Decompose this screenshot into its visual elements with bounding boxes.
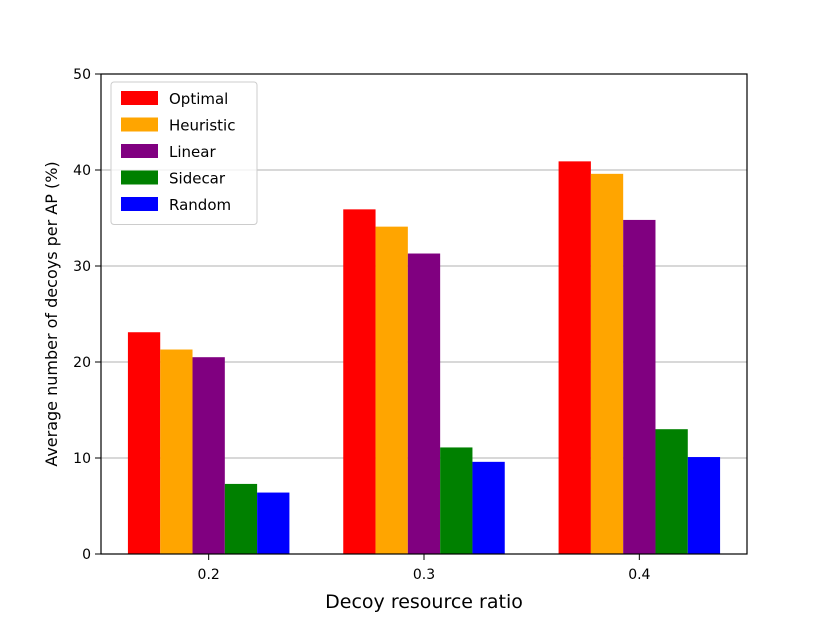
legend-label-heuristic: Heuristic	[169, 117, 235, 135]
x-axis-label: Decoy resource ratio	[325, 591, 523, 613]
legend-swatch-linear	[121, 144, 158, 158]
bar-optimal-0.4	[558, 161, 591, 555]
legend-swatch-optimal	[121, 91, 158, 105]
bar-random-0.4	[687, 457, 721, 554]
bars	[127, 161, 721, 555]
x-tick-label: 0.4	[628, 567, 650, 583]
legend-label-sidecar: Sidecar	[169, 170, 226, 188]
y-axis-label: Average number of decoys per AP (%)	[42, 161, 61, 466]
bar-random-0.3	[472, 461, 505, 554]
bar-optimal-0.2	[127, 332, 161, 554]
y-tick-label: 30	[73, 259, 91, 275]
x-axis-ticks: 0.2 0.3 0.4	[198, 554, 651, 583]
legend-swatch-heuristic	[121, 117, 158, 132]
bar-heuristic-0.2	[160, 349, 193, 554]
y-tick-label: 10	[73, 451, 91, 467]
y-tick-label: 40	[73, 163, 91, 179]
y-axis-ticks: 0 10 20 30 40 50	[73, 67, 101, 563]
y-tick-label: 0	[82, 547, 91, 563]
legend-swatch-random	[121, 197, 158, 211]
bar-random-0.2	[257, 492, 290, 554]
bar-sidecar-0.4	[655, 429, 688, 554]
bar-sidecar-0.2	[224, 483, 258, 554]
y-tick-label: 50	[73, 67, 91, 83]
x-tick-label: 0.2	[198, 567, 220, 583]
legend: Optimal Heuristic Linear Sidecar Random	[110, 81, 258, 225]
y-tick-label: 20	[73, 355, 91, 371]
bar-linear-0.4	[623, 219, 656, 555]
legend-swatch-sidecar	[121, 170, 158, 185]
bar-linear-0.2	[192, 357, 225, 554]
bar-linear-0.3	[407, 253, 441, 554]
legend-label-optimal: Optimal	[169, 90, 228, 108]
bar-optimal-0.3	[343, 209, 376, 555]
x-tick-label: 0.3	[413, 567, 435, 583]
bar-heuristic-0.4	[590, 173, 624, 554]
bar-heuristic-0.3	[375, 226, 408, 554]
bar-sidecar-0.3	[440, 447, 473, 554]
legend-label-random: Random	[169, 196, 231, 214]
legend-label-linear: Linear	[169, 143, 216, 161]
